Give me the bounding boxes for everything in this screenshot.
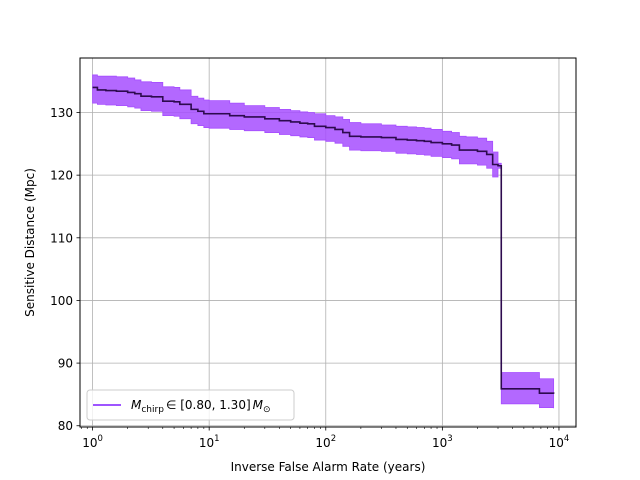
x-tick-base: 10 [82,436,97,450]
y-tick-label: 90 [58,357,73,371]
y-tick-label: 100 [50,294,73,308]
x-axis-ticks: 100 101 102 103 104 [80,427,570,450]
x-tick-label: 104 [549,434,570,450]
y-axis-label: Sensitive Distance (Mpc) [23,168,37,317]
x-tick-base: 10 [199,436,214,450]
x-tick-exponent: 4 [564,434,569,444]
legend-mass-symbol: M [131,398,142,412]
legend-solar-subscript: ⊙ [263,405,271,415]
x-tick-label: 103 [432,434,453,450]
x-tick-exponent: 2 [331,434,336,444]
line-layer [92,86,555,394]
x-tick-base: 10 [432,436,447,450]
series-line [92,86,555,394]
legend-mass-subscript: chirp [141,405,164,415]
legend-solar-mass-symbol: M [253,398,264,412]
x-tick-exponent: 1 [214,434,219,444]
y-tick-label: 120 [50,169,73,183]
plot-area-frame [79,57,577,428]
y-tick-label: 110 [50,231,73,245]
legend-entry-label: Mchirp ∈ [0.80, 1.30] M⊙ [131,398,271,415]
x-tick-exponent: 0 [98,434,103,444]
x-axis-label: Inverse False Alarm Rate (years) [231,460,426,474]
legend: Mchirp ∈ [0.80, 1.30] M⊙ [86,389,295,421]
x-tick-base: 10 [549,436,564,450]
y-tick-label: 80 [58,419,73,433]
legend-box [86,389,295,421]
x-tick-label: 101 [199,434,220,450]
y-tick-label: 130 [50,106,73,120]
y-axis-ticks: 80 90 100 110 120 130 [50,106,80,433]
x-tick-exponent: 3 [447,434,452,444]
x-tick-label: 102 [315,434,336,450]
x-tick-base: 10 [315,436,330,450]
confidence-band [92,74,555,409]
band-layer [92,74,555,409]
legend-range: ∈ [0.80, 1.30] [166,398,251,412]
x-tick-label: 100 [82,434,103,450]
